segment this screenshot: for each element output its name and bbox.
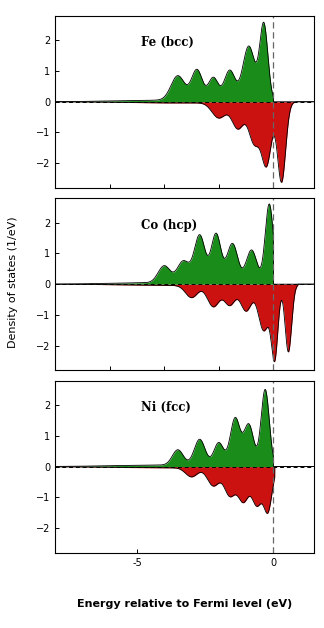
Text: Density of states (1/eV): Density of states (1/eV) <box>8 217 18 349</box>
Text: Energy relative to Fermi level (eV): Energy relative to Fermi level (eV) <box>77 599 292 609</box>
Text: Ni (fcc): Ni (fcc) <box>141 401 191 414</box>
Text: Co (hcp): Co (hcp) <box>141 219 197 232</box>
Text: Fe (bcc): Fe (bcc) <box>141 36 193 50</box>
